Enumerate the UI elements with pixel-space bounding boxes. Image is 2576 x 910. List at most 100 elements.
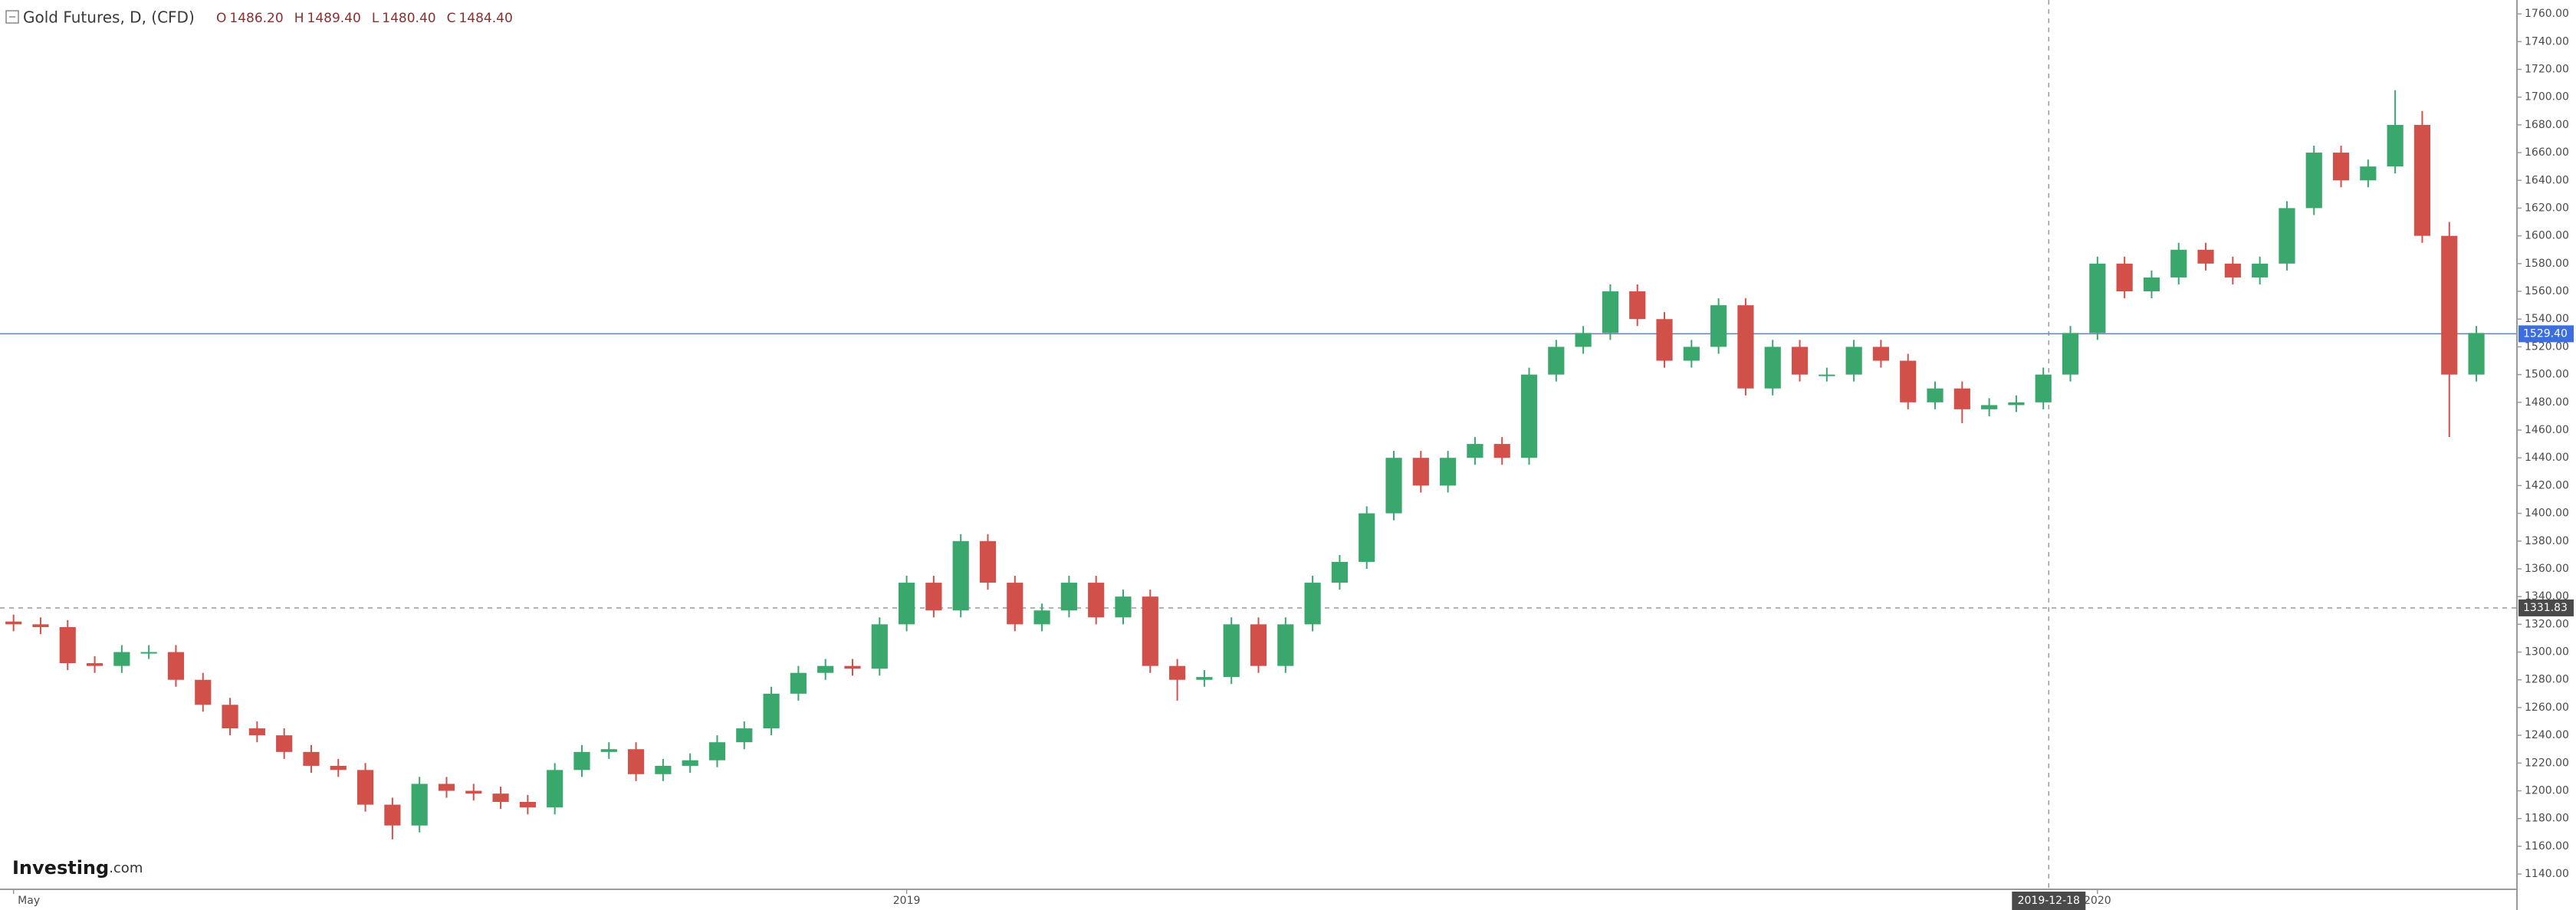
candle-body bbox=[248, 728, 265, 736]
candle-body bbox=[411, 784, 428, 826]
candle-body bbox=[2360, 166, 2377, 181]
candle-body bbox=[1819, 374, 1835, 376]
candle-body bbox=[2143, 277, 2160, 292]
y-tick-label: 1460.00 bbox=[2525, 424, 2569, 436]
candle-body bbox=[1467, 444, 1484, 458]
candle-body bbox=[2279, 208, 2295, 264]
y-tick-label: 1620.00 bbox=[2525, 202, 2569, 214]
candle-body bbox=[1953, 388, 1970, 409]
candle-body bbox=[1710, 305, 1727, 347]
y-tick-label: 1680.00 bbox=[2525, 119, 2569, 131]
crosshair-y-label: 1331.83 bbox=[2523, 602, 2568, 614]
y-tick-label: 1420.00 bbox=[2525, 479, 2569, 491]
candle-body bbox=[1359, 513, 1375, 562]
collapse-icon[interactable] bbox=[5, 10, 19, 24]
candle-body bbox=[2035, 374, 2052, 402]
candle-body bbox=[195, 679, 212, 705]
candle-body bbox=[1385, 458, 1402, 514]
y-tick-label: 1540.00 bbox=[2525, 313, 2569, 325]
y-tick-label: 1580.00 bbox=[2525, 258, 2569, 270]
candle-body bbox=[2170, 249, 2187, 278]
candle-body bbox=[167, 652, 185, 680]
x-tick-label: May bbox=[18, 895, 40, 907]
y-tick-label: 1180.00 bbox=[2525, 813, 2569, 825]
candle-body bbox=[2089, 263, 2106, 333]
ohlc-value: 1486.20 bbox=[229, 11, 283, 26]
candle-body bbox=[222, 705, 238, 729]
candle-body bbox=[438, 784, 455, 791]
candle-body bbox=[1115, 596, 1132, 618]
logo: Investing.com bbox=[12, 857, 143, 879]
y-tick-label: 1200.00 bbox=[2525, 785, 2569, 797]
candle-body bbox=[708, 742, 726, 761]
ohlc-key: L bbox=[372, 11, 380, 26]
y-tick-label: 1260.00 bbox=[2525, 701, 2569, 714]
candle-body bbox=[979, 540, 997, 583]
candle-body bbox=[1250, 624, 1267, 666]
y-tick-label: 1600.00 bbox=[2525, 230, 2569, 242]
candle-body bbox=[817, 665, 834, 673]
candle-body bbox=[1520, 374, 1538, 458]
candle-body bbox=[59, 626, 76, 664]
candle-body bbox=[1683, 347, 1700, 361]
candle-body bbox=[1737, 305, 1754, 389]
crosshair-x-label: 2019-12-18 bbox=[2018, 895, 2080, 907]
ohlc-value: 1489.40 bbox=[307, 11, 361, 26]
candle-body bbox=[1223, 624, 1240, 678]
ohlc-value: 1480.40 bbox=[382, 11, 435, 26]
candle-body bbox=[952, 540, 969, 611]
chart-title: Gold Futures, D, (CFD) bbox=[23, 8, 195, 27]
candle-body bbox=[1142, 596, 1158, 666]
y-tick-label: 1220.00 bbox=[2525, 757, 2569, 769]
candle-body bbox=[492, 793, 509, 802]
y-tick-label: 1380.00 bbox=[2525, 535, 2569, 547]
logo-suffix: .com bbox=[109, 860, 143, 876]
y-tick-label: 1480.00 bbox=[2525, 396, 2569, 409]
candle-body bbox=[1493, 444, 1510, 458]
candle-body bbox=[1656, 319, 1673, 361]
ohlc-key: O bbox=[216, 11, 226, 26]
candle-body bbox=[2116, 263, 2133, 292]
candle-body bbox=[573, 751, 590, 770]
y-tick-label: 1560.00 bbox=[2525, 285, 2569, 297]
candle-body bbox=[1629, 291, 1646, 320]
candle-body bbox=[1304, 583, 1321, 625]
candle-body bbox=[925, 583, 942, 611]
candle-body bbox=[898, 583, 915, 625]
candle-body bbox=[763, 693, 780, 729]
candle-body bbox=[2197, 249, 2214, 264]
candle-body bbox=[140, 652, 157, 654]
ohlc-key: C bbox=[447, 11, 456, 26]
candle-body bbox=[2441, 235, 2458, 375]
y-tick-label: 1280.00 bbox=[2525, 674, 2569, 686]
candle-body bbox=[1060, 583, 1077, 611]
y-tick-label: 1720.00 bbox=[2525, 63, 2569, 75]
candle-body bbox=[2332, 153, 2350, 181]
candle-body bbox=[1981, 405, 1998, 409]
y-tick-label: 1360.00 bbox=[2525, 563, 2569, 575]
candle-body bbox=[547, 770, 564, 808]
candle-body bbox=[1440, 458, 1457, 486]
candle-body bbox=[2387, 124, 2404, 167]
y-tick-label: 1740.00 bbox=[2525, 35, 2569, 48]
candle-body bbox=[303, 751, 320, 766]
last-price-label-bg bbox=[2518, 325, 2574, 343]
candle-body bbox=[2008, 402, 2025, 406]
candle-body bbox=[736, 728, 753, 743]
candle-body bbox=[1196, 677, 1213, 680]
candle-body bbox=[627, 749, 645, 774]
y-tick-label: 1140.00 bbox=[2525, 868, 2569, 880]
candle-body bbox=[1845, 347, 1862, 375]
candle-body bbox=[1169, 665, 1186, 680]
x-tick-label: 2020 bbox=[2084, 895, 2111, 907]
candle-body bbox=[1412, 458, 1429, 486]
candle-body bbox=[1927, 388, 1944, 402]
candle-body bbox=[2468, 333, 2485, 375]
ohlc-values: O 1486.20 H 1489.40 L 1480.40 C 1484.40 bbox=[216, 11, 513, 26]
ohlc-value: 1484.40 bbox=[458, 11, 512, 26]
y-tick-label: 1400.00 bbox=[2525, 508, 2569, 520]
candle-body bbox=[2224, 263, 2241, 278]
candle-body bbox=[790, 672, 807, 694]
